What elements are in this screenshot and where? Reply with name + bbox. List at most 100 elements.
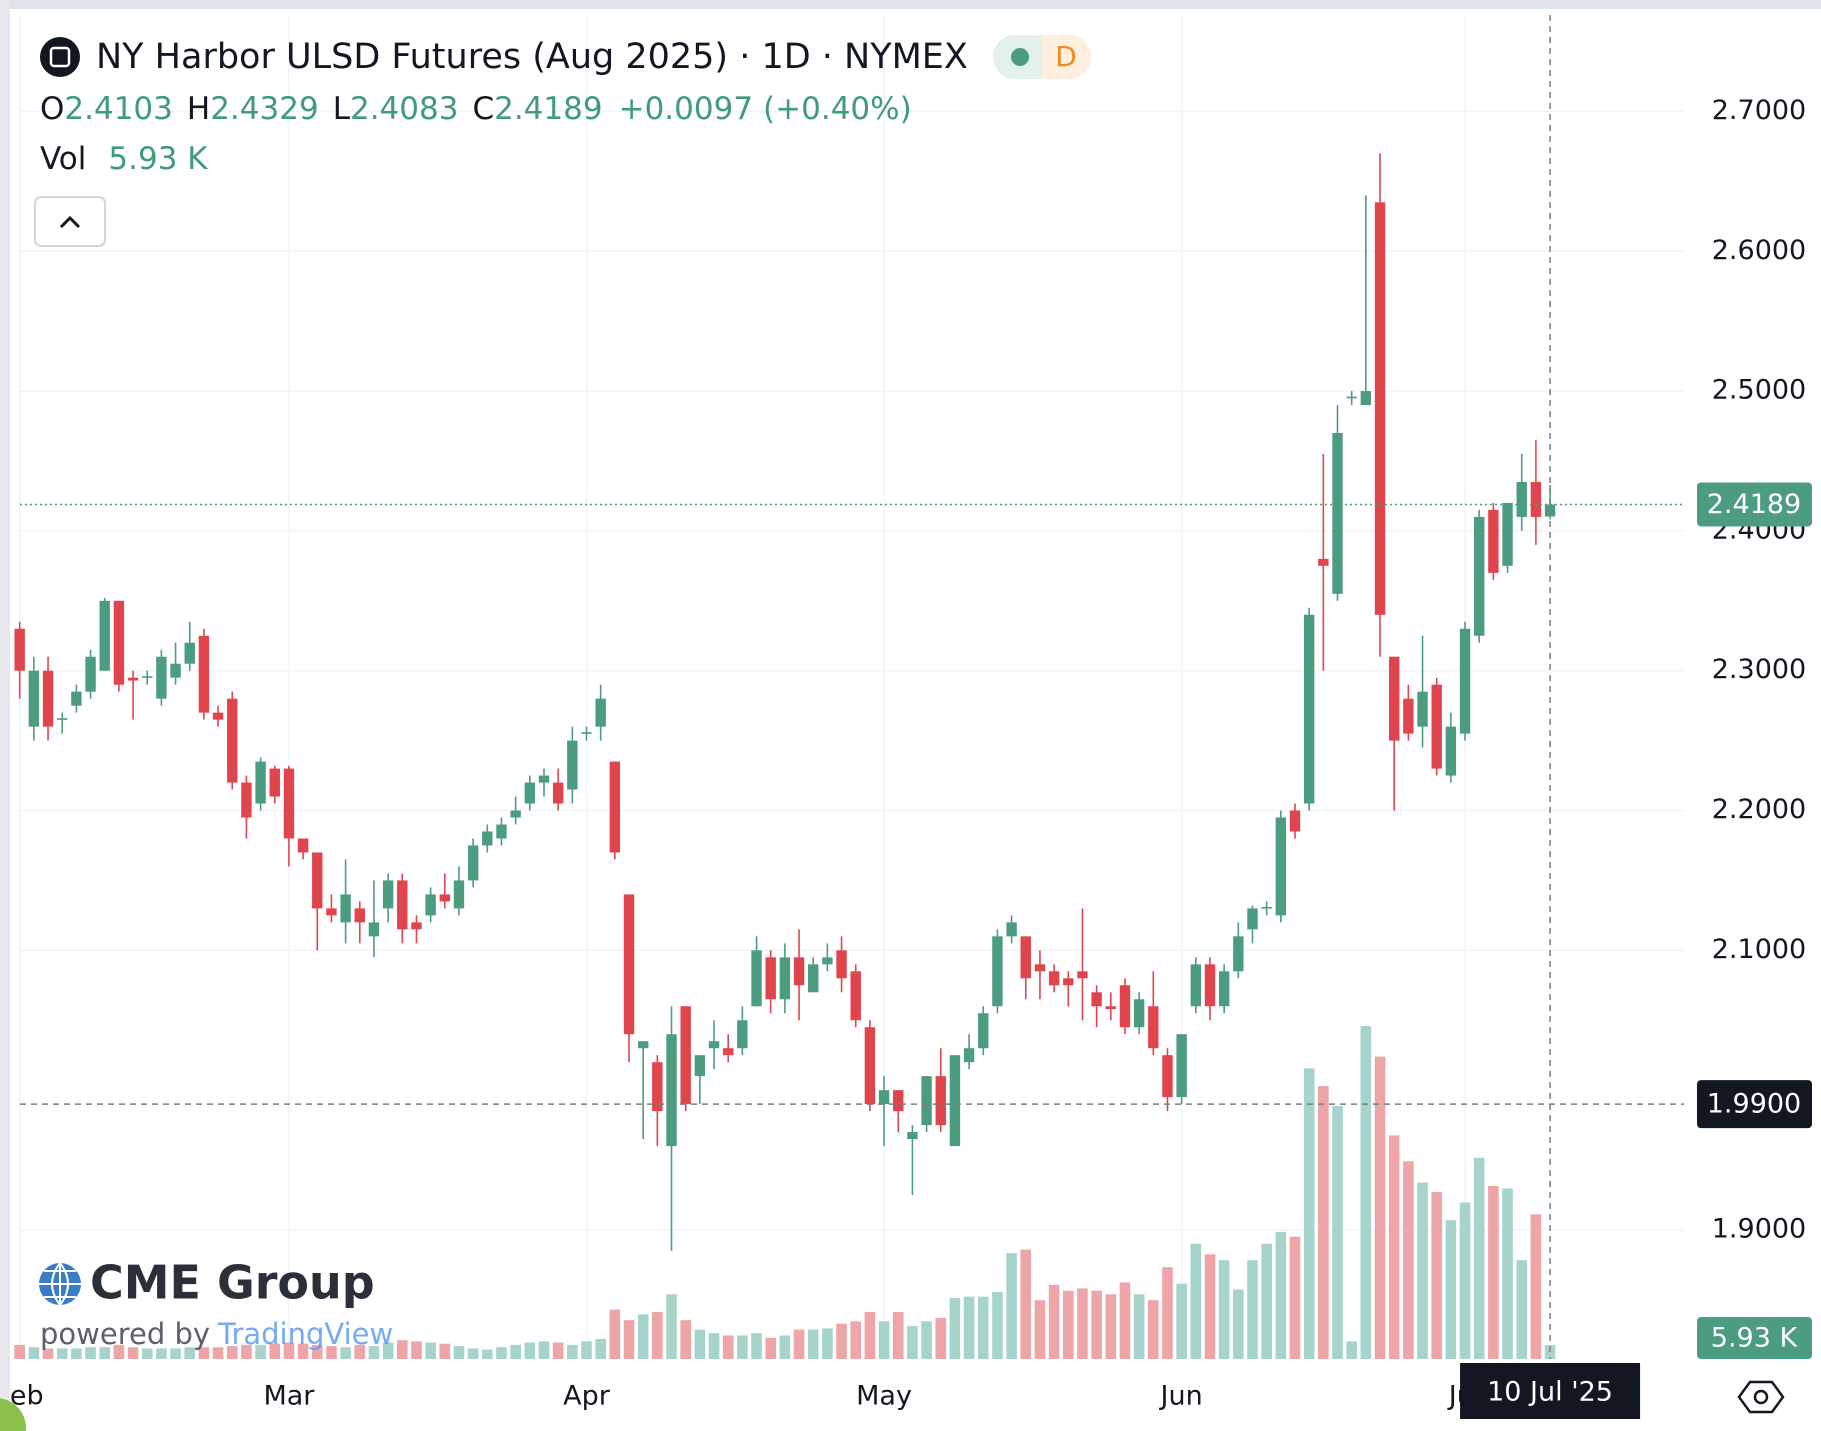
x-tick-label: Apr xyxy=(563,1381,611,1412)
last-price-badge xyxy=(1697,482,1812,527)
volume-bar xyxy=(297,1343,309,1359)
x-tick-label: May xyxy=(856,1381,912,1412)
candle-body xyxy=(808,964,819,993)
candle-body xyxy=(1148,1006,1159,1049)
candle-body xyxy=(680,1006,691,1105)
volume-bar xyxy=(1459,1202,1471,1359)
volume-bar xyxy=(567,1344,578,1359)
candle-body xyxy=(1176,1034,1187,1098)
candle-body xyxy=(1020,936,1031,979)
frame-left xyxy=(0,0,10,1431)
plot-area: 1.90002.10002.20002.30002.40002.50002.60… xyxy=(0,15,1812,1419)
candle-body xyxy=(1233,936,1244,972)
volume-bar xyxy=(226,1346,238,1359)
volume-bar xyxy=(1318,1086,1329,1359)
volume-bar xyxy=(1204,1254,1216,1359)
candle-body xyxy=(1332,433,1343,594)
candle-body xyxy=(1403,698,1414,734)
candle-body xyxy=(411,922,422,930)
volume-bar xyxy=(1176,1283,1187,1359)
volume-bar xyxy=(368,1346,380,1359)
volume-bar xyxy=(1190,1243,1202,1359)
candle-body xyxy=(567,740,578,790)
candle-body xyxy=(1488,509,1499,573)
candle-body xyxy=(666,1034,677,1147)
volume-bar xyxy=(28,1347,40,1359)
ohlc-low: 2.4083 xyxy=(350,91,458,127)
volume-value: 5.93 K xyxy=(108,141,208,177)
volume-bar xyxy=(694,1329,706,1359)
volume-bar xyxy=(482,1349,493,1359)
candle-body xyxy=(609,761,621,853)
candle-body xyxy=(723,1048,734,1056)
candle-body xyxy=(482,831,493,846)
y-tick-label: 1.9000 xyxy=(1712,1213,1806,1244)
volume-bar xyxy=(1034,1300,1046,1359)
candle-body xyxy=(978,1013,989,1049)
candle-body xyxy=(623,894,635,1035)
candle-body xyxy=(1318,558,1329,566)
candle-body xyxy=(921,1076,932,1126)
candle-body xyxy=(382,880,394,909)
candle-body xyxy=(963,1048,975,1063)
candle-body xyxy=(184,642,195,664)
y-tick-label: 2.5000 xyxy=(1712,375,1806,406)
candle-body xyxy=(1261,906,1272,909)
volume-bar xyxy=(127,1347,139,1359)
candle-body xyxy=(1105,1006,1116,1010)
ohlc-high: 2.4329 xyxy=(210,91,318,127)
volume-bar xyxy=(496,1347,507,1359)
ohlc-open: 2.4103 xyxy=(64,91,172,127)
volume-bar xyxy=(1275,1231,1287,1359)
candle-body xyxy=(510,810,521,818)
volume-bar xyxy=(1332,1106,1343,1359)
candle-body xyxy=(1530,481,1542,517)
volume-bar xyxy=(949,1297,961,1359)
candle-body xyxy=(1034,964,1046,972)
candle-body xyxy=(57,718,68,720)
volume-bar xyxy=(1048,1284,1060,1359)
volume-bar xyxy=(1516,1260,1528,1359)
volume-bar xyxy=(524,1342,536,1359)
volume-bar xyxy=(892,1311,904,1359)
volume-bar xyxy=(425,1342,436,1359)
candle-body xyxy=(42,670,54,727)
collapse-button[interactable] xyxy=(34,196,106,247)
platform-name[interactable]: TradingView xyxy=(217,1317,393,1351)
volume-bar xyxy=(1020,1249,1032,1359)
candle-body xyxy=(1162,1055,1173,1098)
candle-body xyxy=(1289,810,1301,832)
candle-body xyxy=(1119,985,1131,1028)
volume-bar xyxy=(1133,1294,1145,1359)
candle-body xyxy=(708,1041,720,1049)
candle-body xyxy=(255,761,266,804)
settings-icon[interactable] xyxy=(1737,1380,1785,1414)
volume-bar xyxy=(354,1344,366,1359)
globe-lines xyxy=(39,1262,81,1306)
candle-body xyxy=(1360,391,1372,406)
candle-body xyxy=(1275,817,1287,916)
candle-body xyxy=(467,845,479,881)
candle-body xyxy=(71,691,82,706)
candle-body xyxy=(1346,396,1357,399)
collapse-chevron xyxy=(59,215,81,229)
candle-body xyxy=(1006,922,1017,937)
volume-bar xyxy=(538,1341,550,1359)
candle-body xyxy=(198,635,210,713)
volume-bar xyxy=(609,1309,621,1359)
logo-brand: CME Group xyxy=(90,1256,375,1310)
candle-body xyxy=(1077,971,1088,979)
candle-body xyxy=(397,880,408,930)
symbol-icon-mark xyxy=(49,46,71,68)
candle-body xyxy=(453,880,465,909)
candle-body xyxy=(552,782,564,804)
volume-bar xyxy=(1062,1290,1074,1359)
volume-bar xyxy=(14,1344,25,1359)
candle-body xyxy=(1303,614,1315,804)
volume-bar xyxy=(793,1329,805,1359)
candle-body xyxy=(1190,964,1202,1007)
volume-bar xyxy=(1473,1157,1485,1359)
volume-bar xyxy=(637,1314,649,1359)
